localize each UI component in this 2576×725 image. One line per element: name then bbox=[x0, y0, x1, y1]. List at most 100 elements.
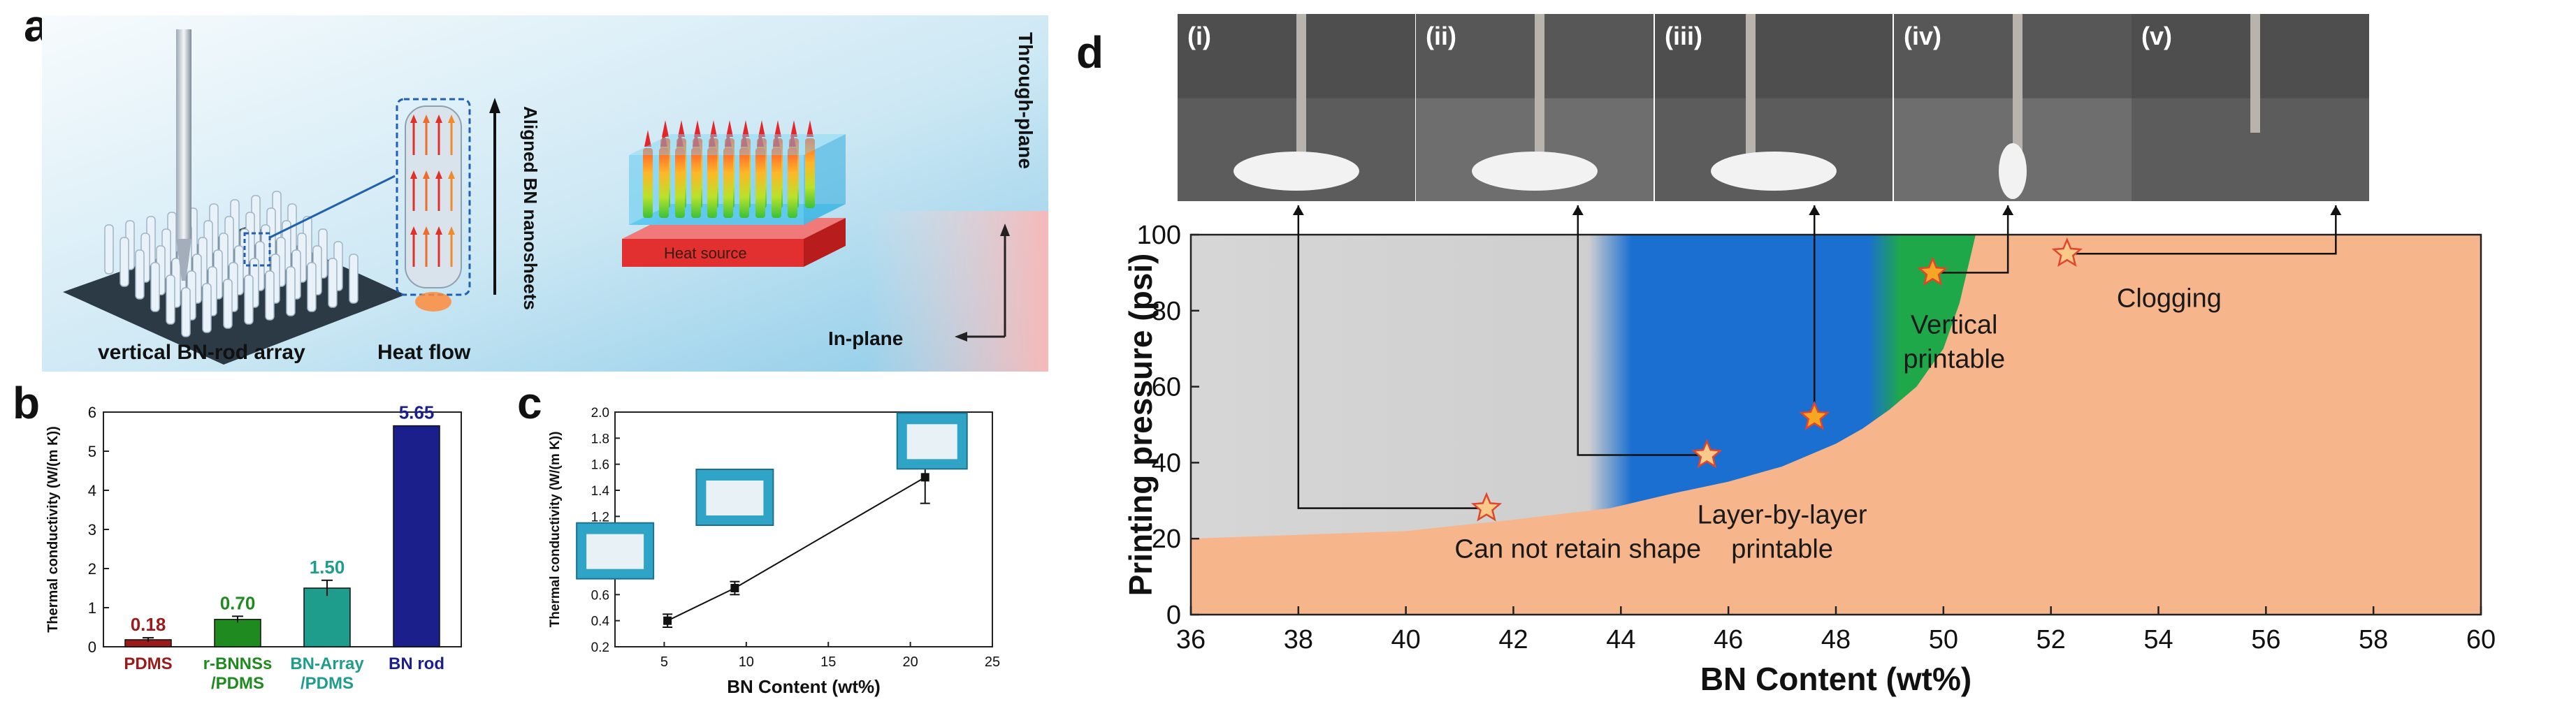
panel-letter-d: d bbox=[1076, 27, 1104, 78]
block-arrow bbox=[741, 130, 748, 147]
block-arrow bbox=[806, 120, 813, 137]
rod bbox=[328, 258, 338, 308]
heat-arrowhead bbox=[448, 226, 455, 235]
photo-nozzle bbox=[2013, 14, 2023, 154]
x-axis-label: BN Content (wt%) bbox=[727, 676, 881, 697]
panel-letter-b: b bbox=[13, 378, 41, 428]
panel-letter-c: c bbox=[517, 378, 542, 428]
photo-print bbox=[1711, 152, 1837, 191]
aligned-bn-label: Aligned BN nanosheets bbox=[520, 106, 541, 310]
region-label: printable bbox=[1903, 344, 2005, 374]
heat-arrowhead bbox=[410, 115, 417, 123]
photo-label: (iii) bbox=[1665, 22, 1702, 50]
photo-nozzle bbox=[2250, 14, 2260, 133]
block-rod bbox=[643, 148, 653, 218]
x-tick-label: 50 bbox=[1929, 625, 1958, 654]
star-marker bbox=[1470, 492, 1503, 522]
region-label: Clogging bbox=[2117, 284, 2222, 313]
connector-arrowhead bbox=[1292, 205, 1304, 215]
x-tick-label: 52 bbox=[2036, 625, 2066, 654]
region-label: Layer-by-layer bbox=[1698, 500, 1867, 529]
connector-line bbox=[1297, 205, 1487, 509]
rod-array bbox=[104, 191, 359, 337]
y-tick-label: 1 bbox=[88, 599, 96, 617]
block-rod bbox=[739, 148, 749, 218]
x-tick-label: 40 bbox=[1391, 625, 1421, 654]
y-tick-label: 1.2 bbox=[591, 510, 609, 525]
block-arrow bbox=[725, 130, 732, 147]
photo-print bbox=[1472, 152, 1598, 191]
y-tick-label: 1.8 bbox=[591, 432, 609, 446]
y-tick-label: 20 bbox=[1152, 525, 1181, 554]
heat-arrowhead bbox=[410, 170, 417, 179]
photo-print bbox=[1233, 152, 1359, 191]
photo-shade bbox=[1655, 14, 1893, 98]
heat-source-block bbox=[622, 120, 846, 267]
x-tick-label: 54 bbox=[2143, 625, 2173, 654]
rod bbox=[181, 287, 191, 337]
through-plane-arrowhead bbox=[1000, 224, 1010, 236]
block-rod bbox=[675, 148, 685, 218]
block-rod bbox=[707, 148, 717, 218]
y-axis-label: Printing pressure (psi) bbox=[1122, 254, 1159, 596]
x-tick-label: 15 bbox=[820, 654, 836, 670]
x-axis-label: BN Content (wt%) bbox=[1700, 661, 1971, 697]
block-arrow bbox=[644, 130, 651, 147]
block-arrow bbox=[693, 130, 700, 147]
x-tick-label: 46 bbox=[1714, 625, 1743, 654]
rod bbox=[286, 266, 296, 316]
photo-label: (iv) bbox=[1904, 22, 1941, 50]
array-label: vertical BN-rod array bbox=[98, 341, 305, 364]
block-rod bbox=[755, 148, 765, 218]
x-category-label: BN-Array bbox=[290, 654, 364, 673]
block-rod bbox=[723, 148, 733, 218]
star-marker bbox=[1917, 256, 1948, 286]
block-rod bbox=[659, 148, 669, 218]
photo-label: (i) bbox=[1187, 22, 1211, 50]
photo-nozzle bbox=[1535, 14, 1544, 154]
data-point bbox=[920, 473, 929, 482]
rod bbox=[307, 262, 317, 312]
connector-line bbox=[1932, 205, 2009, 274]
rod bbox=[135, 249, 145, 300]
heat-arrowhead bbox=[448, 115, 455, 123]
x-tick-label: 48 bbox=[1821, 625, 1851, 654]
y-tick-label: 1.6 bbox=[591, 458, 609, 473]
photo-label: (v) bbox=[2141, 22, 2172, 50]
y-tick-label: 0.4 bbox=[591, 615, 610, 629]
y-tick-label: 4 bbox=[88, 482, 96, 499]
bar-value-label: 1.50 bbox=[310, 557, 345, 578]
connector-line bbox=[2067, 205, 2337, 255]
region-label: printable bbox=[1731, 534, 1833, 564]
panel-a-schematic: Aligned BN nanosheets Heat source Throug… bbox=[42, 15, 1048, 372]
zoomed-rod bbox=[405, 105, 462, 288]
bar bbox=[393, 425, 440, 647]
photo-print bbox=[1999, 143, 2027, 199]
connector-arrowhead bbox=[1572, 205, 1584, 215]
bar-value-label: 0.70 bbox=[220, 592, 256, 613]
heat-arrowhead bbox=[435, 226, 442, 235]
heat-arrowhead bbox=[448, 170, 455, 179]
heat-flow-arrows bbox=[410, 115, 455, 267]
connector-arrowhead bbox=[1809, 205, 1821, 215]
rod bbox=[202, 283, 212, 333]
region-label: Vertical bbox=[1911, 310, 1998, 339]
photo-nozzle bbox=[1296, 14, 1306, 154]
x-tick-label: 56 bbox=[2251, 625, 2280, 654]
aligned-arrowhead bbox=[489, 98, 500, 113]
data-point bbox=[663, 616, 672, 625]
x-category-label: /PDMS bbox=[301, 674, 354, 693]
panel-c-line-chart: 0.20.40.60.81.01.21.41.61.82.0510152025B… bbox=[548, 406, 1000, 697]
y-tick-label: 0.2 bbox=[591, 640, 609, 655]
bar bbox=[214, 619, 261, 647]
y-tick-label: 2.0 bbox=[591, 406, 609, 420]
panel-a-pink-glow bbox=[867, 211, 1048, 372]
x-tick-label: 20 bbox=[902, 654, 918, 670]
y-tick-label: 1.4 bbox=[591, 484, 610, 499]
bar-value-label: 5.65 bbox=[399, 402, 435, 423]
y-tick-label: 0 bbox=[88, 638, 96, 656]
rod bbox=[349, 254, 359, 304]
star-marker bbox=[1691, 439, 1723, 469]
x-tick-label: 25 bbox=[985, 654, 1000, 670]
photo-nozzle bbox=[1746, 14, 1756, 154]
